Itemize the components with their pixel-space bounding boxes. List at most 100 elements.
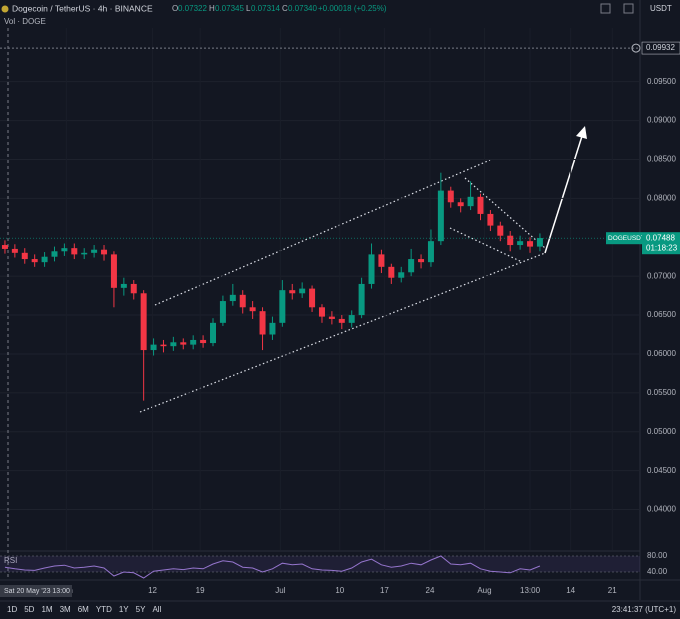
candle-body <box>219 301 226 323</box>
ohlc-label: C <box>282 4 288 13</box>
ohlc-change: +0.00018 (+0.25%) <box>318 4 387 13</box>
y-tick-label: 0.06500 <box>647 310 676 319</box>
x-tick-label: 10 <box>335 586 344 595</box>
y-tick-label: 0.04000 <box>647 505 676 514</box>
range-button[interactable]: 1Y <box>119 605 129 614</box>
y-tick-label: 0.06000 <box>647 349 676 358</box>
candle-body <box>1 245 8 249</box>
candle-body <box>249 307 256 312</box>
candle-body <box>358 283 365 316</box>
candle-body <box>348 315 355 323</box>
wedge-lower <box>449 227 523 263</box>
ohlc-value: 0.07345 <box>215 4 244 13</box>
candle-body <box>388 266 395 278</box>
candle-body <box>170 342 177 347</box>
range-button[interactable]: 5Y <box>136 605 146 614</box>
y-tick-label: 0.09000 <box>647 116 676 125</box>
ohlc-label: L <box>246 4 251 13</box>
x-tick-label: 19 <box>196 586 205 595</box>
candle-body <box>309 288 316 308</box>
rsi-tick-label: 80.00 <box>647 551 668 560</box>
icon[interactable] <box>623 3 634 14</box>
candle-body <box>338 318 345 323</box>
candle-body <box>101 249 108 255</box>
crosshair-label: Sat 20 May '23 13:00 <box>4 588 70 595</box>
candle-body <box>289 290 296 294</box>
candle-body <box>190 339 197 345</box>
y-tick-label: 0.05500 <box>647 388 676 397</box>
candle-body <box>467 196 474 207</box>
x-tick-label: 24 <box>426 586 435 595</box>
range-button[interactable]: 1M <box>41 605 52 614</box>
crosshair-box <box>0 585 72 597</box>
candle-body <box>507 235 514 246</box>
candle-body <box>269 322 276 335</box>
candle-body <box>517 241 524 246</box>
candle-body <box>51 251 58 257</box>
candle-body <box>130 283 137 294</box>
arrow <box>544 132 584 254</box>
candle-body <box>81 252 88 255</box>
candle-body <box>447 190 454 203</box>
candle-body <box>418 259 425 263</box>
candle-body <box>120 283 127 288</box>
candle-body <box>487 213 494 226</box>
toolbar: 1D 5D 1M 3M 6M YTD 1Y 5Y All <box>7 605 162 614</box>
price-box <box>642 232 680 255</box>
candle-body <box>398 272 405 278</box>
y-tick-label: 0.05000 <box>647 427 676 436</box>
candle-body <box>11 248 18 253</box>
x-tick-label: 13:00 <box>520 586 541 595</box>
x-tick-label: 17 <box>380 586 389 595</box>
arrow-head <box>576 126 587 139</box>
range-button[interactable]: YTD <box>96 605 112 614</box>
candle-body <box>150 344 157 351</box>
range-button[interactable]: 6M <box>78 605 89 614</box>
range-button[interactable]: All <box>152 605 161 614</box>
icon[interactable] <box>600 3 611 14</box>
candle-body <box>527 241 534 247</box>
channel-lower <box>139 252 546 413</box>
candle-body <box>61 248 68 252</box>
symbol-box <box>606 232 642 245</box>
ohlc-value: 0.07340 <box>288 4 317 13</box>
symbol: Dogecoin / TetherUS · 4h · BINANCE <box>12 3 153 13</box>
volume-label: Vol · DOGE <box>4 17 46 26</box>
ohlc-label: O <box>172 4 178 13</box>
candle-body <box>180 342 187 345</box>
candle-body <box>477 196 484 214</box>
y-tick-label: 0.07000 <box>647 271 676 280</box>
candle-body <box>259 311 266 335</box>
rsi-line <box>4 555 541 579</box>
candle-body <box>210 322 217 344</box>
clock: 23:41:37 (UTC+1) <box>612 605 677 614</box>
candle-body <box>328 316 335 319</box>
legend: Dogecoin / TetherUS · 4h · BINANCE O 0.0… <box>1 3 672 26</box>
candle-body <box>408 259 415 273</box>
wedge-upper <box>464 177 546 249</box>
rsi-tick-label: 40.00 <box>647 567 668 576</box>
candle-body <box>160 344 167 347</box>
x-tick-label: Jul <box>275 586 285 595</box>
candle-body <box>318 307 325 317</box>
countdown: 01:18:23 <box>646 243 678 252</box>
range-button[interactable]: 1D <box>7 605 17 614</box>
x-tick-label: Aug <box>477 586 491 595</box>
drawings <box>139 159 546 413</box>
candle-body <box>437 190 444 242</box>
range-button[interactable]: 3M <box>60 605 71 614</box>
currency[interactable]: USDT <box>650 4 672 13</box>
range-button[interactable]: 5D <box>24 605 34 614</box>
ohlc-value: 0.07314 <box>251 4 280 13</box>
candle-body <box>497 225 504 236</box>
candle-body <box>368 254 375 284</box>
symbol-icon <box>1 5 9 13</box>
x-tick-label: 12 <box>148 586 157 595</box>
candle-body <box>110 254 117 288</box>
candle-body <box>21 252 28 260</box>
price-label: 0.07488 <box>646 233 675 242</box>
ohlc-label: H <box>209 4 215 13</box>
candle-body <box>229 294 236 302</box>
y-tick-label: 0.08500 <box>647 155 676 164</box>
